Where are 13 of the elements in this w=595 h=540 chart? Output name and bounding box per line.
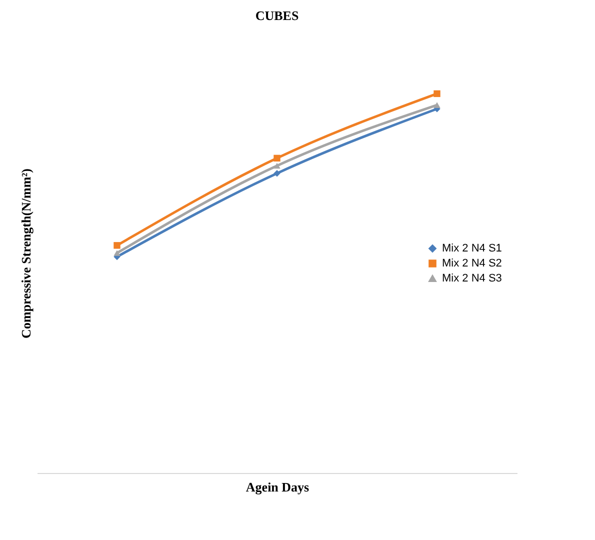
legend-label: Mix 2 N4 S2	[442, 258, 502, 270]
chart-title: CUBES	[255, 8, 299, 23]
point	[274, 154, 280, 162]
point	[274, 162, 280, 169]
legend-label: Mix 2 N4 S3	[442, 272, 502, 284]
y-axis-title: Compressive Strength(N/mm²)	[18, 168, 34, 338]
point	[114, 250, 120, 256]
point	[434, 102, 440, 108]
point	[434, 90, 440, 98]
point	[274, 170, 280, 177]
x-axis-title: Agein Days	[246, 480, 310, 494]
legend-label: Mix 2 N4 S1	[442, 242, 502, 254]
point	[114, 242, 120, 249]
